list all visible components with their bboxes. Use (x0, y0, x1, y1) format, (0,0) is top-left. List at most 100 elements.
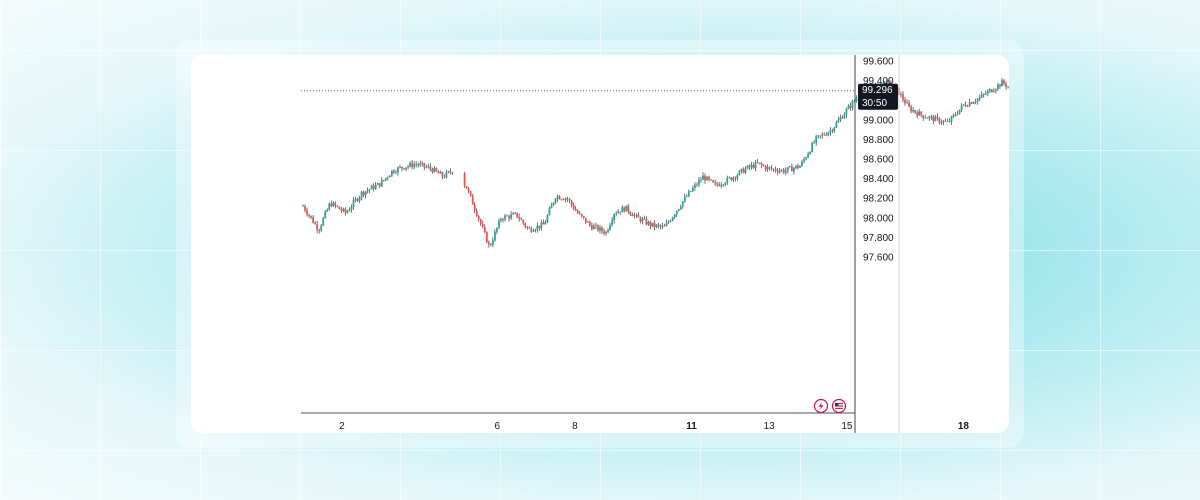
y-tick-label: 98.000 (863, 213, 894, 224)
candle (809, 151, 811, 155)
x-tick-label: 8 (572, 421, 578, 432)
candle (671, 216, 674, 222)
us-flag-icon[interactable] (831, 398, 847, 414)
candle (520, 217, 523, 221)
candle (384, 177, 387, 182)
candle (708, 175, 710, 182)
candle (982, 93, 985, 98)
chart-card[interactable]: 99.600 99.400 99.000 98.800 98.600 98.400 98.2… (191, 55, 1009, 433)
candle (603, 228, 605, 236)
candle (487, 240, 490, 248)
candle (643, 215, 646, 220)
lightning-icon[interactable] (813, 398, 829, 414)
candle (728, 176, 731, 179)
candle (657, 222, 660, 229)
candle (524, 222, 527, 229)
candle (308, 213, 310, 219)
candle (542, 219, 545, 225)
candle (653, 220, 656, 231)
candle (427, 163, 430, 169)
candle (386, 176, 389, 181)
candle (637, 212, 640, 218)
candle (593, 223, 595, 230)
candle (417, 162, 420, 168)
candle (508, 214, 510, 222)
candle (1005, 81, 1007, 91)
candle (554, 197, 557, 205)
candle (813, 139, 816, 144)
candle (544, 219, 547, 225)
candle (997, 82, 999, 91)
candle (726, 175, 729, 185)
candle (821, 131, 824, 139)
candle (322, 217, 325, 226)
candle (560, 198, 563, 201)
candle (435, 167, 438, 172)
candle (988, 87, 991, 93)
candle (803, 156, 805, 164)
candle (449, 168, 452, 175)
candle (314, 221, 317, 225)
candle (940, 119, 943, 126)
last-price-label: 99.296 (862, 85, 893, 96)
candle (956, 110, 959, 116)
candle (972, 101, 975, 104)
candle (942, 120, 945, 126)
candle (528, 226, 531, 229)
candle (415, 160, 418, 168)
candle (629, 211, 632, 216)
candle (421, 160, 424, 167)
candle (473, 202, 476, 214)
candle (491, 237, 494, 248)
candle (750, 162, 753, 170)
candle (976, 98, 979, 105)
candle (760, 162, 763, 169)
candle (477, 215, 480, 222)
candle (439, 170, 442, 174)
x-tick-label: 6 (494, 421, 500, 432)
candle (778, 167, 781, 174)
candle (372, 183, 375, 192)
candle (471, 194, 474, 205)
candle (564, 197, 567, 203)
candle (502, 217, 504, 223)
candle (306, 207, 308, 217)
price-chart[interactable]: 99.600 99.400 99.000 98.800 98.600 98.400 98.2… (191, 55, 1009, 433)
candle (710, 179, 712, 181)
candle (526, 226, 529, 230)
candle (633, 212, 636, 219)
candle (320, 223, 323, 233)
candle (960, 103, 963, 113)
candle (617, 208, 620, 214)
candle (752, 162, 755, 169)
candle (611, 216, 613, 227)
candle (663, 223, 666, 227)
candle (374, 182, 377, 190)
candle (360, 190, 363, 201)
candle (968, 98, 971, 108)
candle (437, 170, 440, 174)
candle (465, 186, 468, 189)
candle (718, 182, 721, 187)
candle (479, 218, 482, 226)
candle (685, 194, 688, 198)
candle (934, 115, 937, 122)
candle (530, 226, 533, 234)
candle (615, 210, 618, 217)
candle (851, 99, 854, 111)
candle (358, 195, 361, 204)
candle (518, 213, 521, 222)
candle (566, 196, 569, 203)
candle (326, 208, 329, 213)
candle (984, 90, 987, 96)
candle (948, 118, 951, 123)
candle (980, 91, 983, 99)
candle (673, 213, 676, 219)
candle (841, 115, 844, 119)
candle (762, 164, 765, 167)
candle (390, 170, 393, 177)
candle (605, 230, 607, 236)
candle (522, 219, 525, 225)
candle (607, 228, 609, 234)
candle (451, 171, 454, 175)
